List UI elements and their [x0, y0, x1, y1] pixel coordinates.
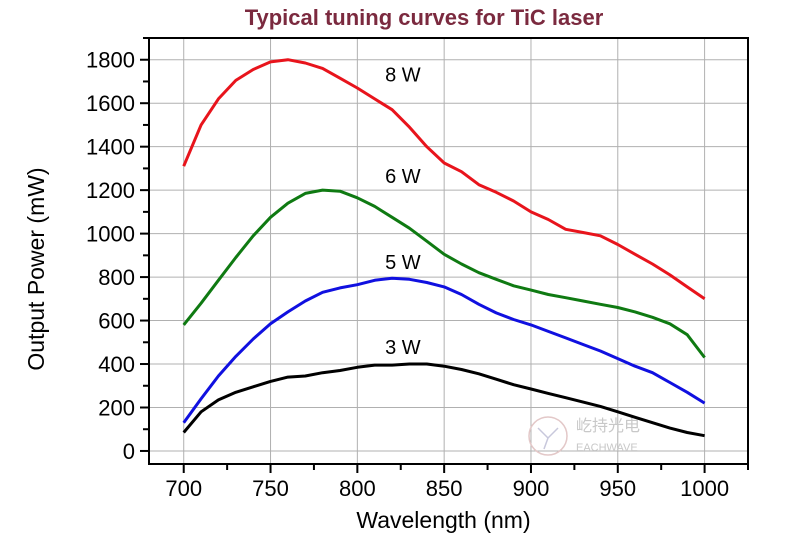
x-tick-label: 800: [339, 476, 376, 501]
series-line-6W: [182, 188, 706, 359]
y-tick-label: 1600: [86, 91, 135, 116]
x-tick-label: 750: [252, 476, 289, 501]
x-tick-label: 850: [426, 476, 463, 501]
x-tick-label: 900: [513, 476, 550, 501]
series-label: 5 W: [385, 252, 421, 274]
x-tick-label: 700: [165, 476, 202, 501]
series-label: 3 W: [385, 337, 421, 359]
series-label: 8 W: [385, 64, 421, 86]
x-tick-label: 1000: [680, 476, 729, 501]
x-axis-label: Wavelength (nm): [356, 507, 530, 533]
series-line-5W: [182, 276, 706, 424]
y-tick-label: 400: [98, 352, 135, 377]
series-line-8W: [182, 58, 706, 301]
y-tick-label: 800: [98, 265, 135, 290]
y-tick-label: 1800: [86, 48, 135, 73]
series-line-3W: [182, 362, 705, 438]
y-axis-label: Output Power (mW): [23, 167, 49, 370]
x-tick-label: 950: [599, 476, 636, 501]
y-tick-label: 1000: [86, 222, 135, 247]
watermark-cn: 屹持光电: [576, 417, 640, 435]
watermark-en: EACHWAVE: [576, 442, 638, 454]
watermark-logo-mark: [537, 427, 559, 450]
y-tick-label: 0: [123, 439, 135, 464]
y-tick-label: 600: [98, 309, 135, 334]
plot-frame: [148, 37, 749, 465]
watermark-logo: [528, 416, 568, 456]
chart-title: Typical tuning curves for TiC laser: [245, 5, 604, 30]
y-tick-label: 1400: [86, 135, 135, 160]
series-label: 6 W: [385, 166, 421, 188]
y-tick-label: 200: [98, 395, 135, 420]
y-tick-label: 1200: [86, 178, 135, 203]
